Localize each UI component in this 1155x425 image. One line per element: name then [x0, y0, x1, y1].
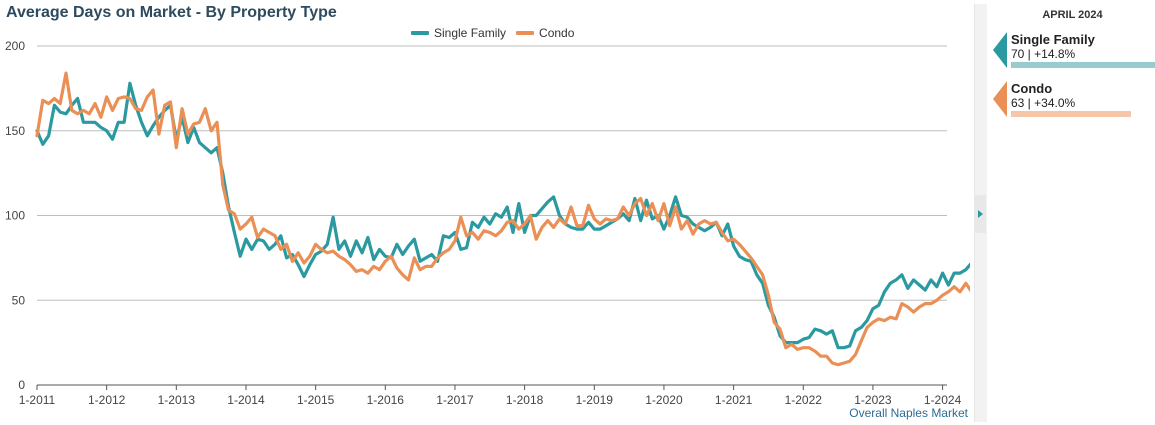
x-tick-label: 1-2022	[785, 393, 823, 407]
y-tick-label: 0	[18, 378, 25, 392]
summary-card-title: Single Family	[1011, 32, 1095, 47]
chart-legend: Single Family Condo	[411, 25, 574, 41]
x-tick-label: 1-2020	[645, 393, 683, 407]
series-line-single-family	[35, 81, 970, 350]
y-tick-label: 200	[5, 39, 25, 53]
summary-card-title: Condo	[1011, 81, 1053, 96]
legend-swatch-single-family	[411, 31, 429, 35]
summary-card-value: 70 | +14.8%	[1011, 47, 1076, 61]
x-tick-label: 1-2015	[297, 393, 335, 407]
legend-item-single-family[interactable]: Single Family	[411, 26, 506, 40]
x-tick-label: 1-2011	[19, 393, 56, 407]
legend-label-condo: Condo	[539, 26, 575, 40]
summary-card-bar-track	[1011, 62, 1155, 68]
x-tick-label: 1-2013	[158, 393, 196, 407]
series-line-condo	[35, 71, 970, 367]
legend-label-single-family: Single Family	[434, 26, 507, 40]
y-tick-label: 150	[5, 124, 25, 138]
x-tick-label: 1-2019	[576, 393, 614, 407]
chevron-right-icon	[977, 210, 983, 218]
summary-card-bar-track	[1011, 111, 1155, 117]
summary-month: APRIL 2024	[1042, 9, 1103, 21]
summary-card-bar	[1011, 111, 1131, 117]
legend-item-condo[interactable]: Condo	[516, 26, 574, 40]
market-footnote[interactable]: Overall Naples Market	[849, 406, 968, 420]
x-tick-label: 1-2021	[715, 393, 753, 407]
pointer-arrow-icon	[993, 32, 1007, 68]
panel-toggle-button[interactable]	[974, 195, 986, 233]
line-chart: 0 50 100 150 200 1-2011 1-2012 1-2013 1-2014 1-20…	[5, 39, 970, 407]
x-tick-label: 1-2017	[436, 393, 474, 407]
legend-swatch-condo	[516, 31, 535, 35]
summary-panel: APRIL 2024 Single Family 70 | +14.8% Con…	[990, 0, 1155, 425]
summary-card-bar	[1011, 62, 1155, 68]
pointer-arrow-icon	[993, 81, 1007, 117]
x-tick-label: 1-2024	[924, 393, 962, 407]
summary-card-single-family[interactable]: Single Family 70 | +14.8%	[990, 32, 1155, 72]
x-tick-label: 1-2012	[88, 393, 126, 407]
summary-card-condo[interactable]: Condo 63 | +34.0%	[990, 81, 1155, 121]
y-tick-label: 100	[5, 209, 25, 223]
chart-title: Average Days on Market - By Property Typ…	[6, 4, 337, 21]
x-tick-label: 1-2016	[367, 393, 405, 407]
x-tick-label: 1-2018	[506, 393, 544, 407]
x-tick-label: 1-2014	[227, 393, 265, 407]
x-tick-label: 1-2023	[854, 393, 892, 407]
y-tick-label: 50	[12, 293, 26, 307]
summary-card-value: 63 | +34.0%	[1011, 96, 1076, 110]
